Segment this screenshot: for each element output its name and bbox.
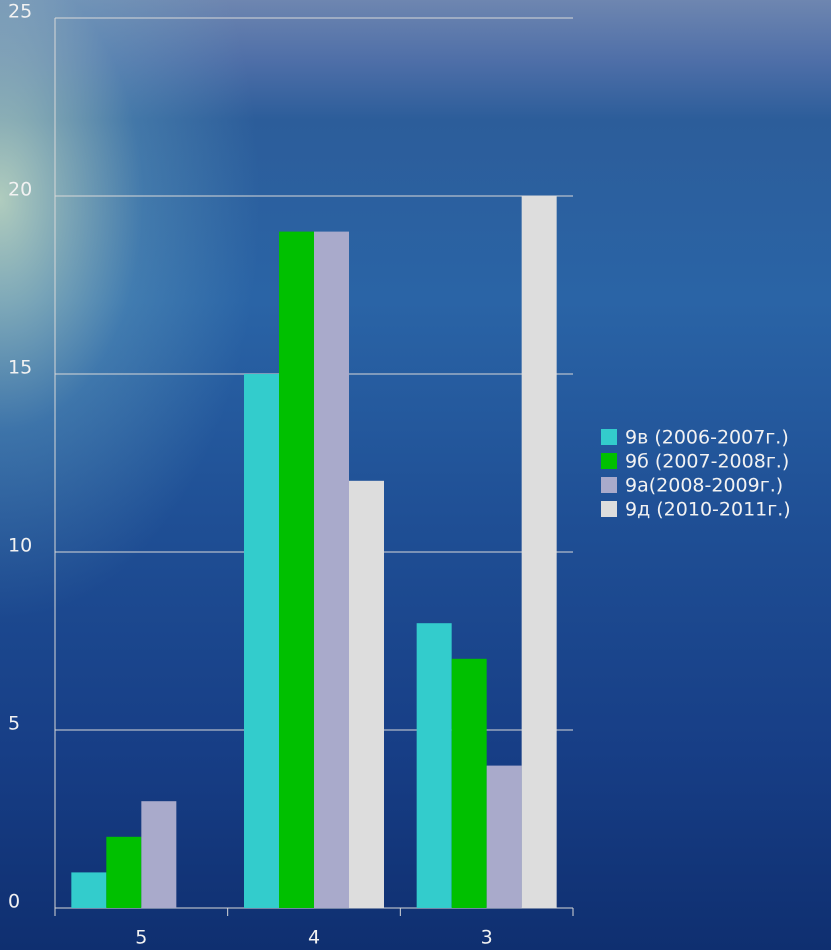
- legend-label: 9в (2006-2007г.): [625, 427, 789, 449]
- bar: [141, 801, 177, 908]
- y-tick-label: 15: [8, 357, 32, 379]
- legend-swatch: [601, 453, 617, 469]
- x-tick-label: 3: [481, 927, 493, 949]
- bar: [71, 872, 107, 908]
- bar: [486, 765, 522, 908]
- x-tick-label: 4: [308, 927, 320, 949]
- legend-swatch: [601, 501, 617, 517]
- bar: [416, 623, 452, 908]
- legend-swatch: [601, 477, 617, 493]
- bar: [244, 374, 279, 908]
- legend-label: 9б (2007-2008г.): [625, 451, 789, 473]
- bar: [349, 480, 384, 908]
- bar: [314, 231, 349, 909]
- y-tick-label: 0: [8, 891, 20, 913]
- y-tick-label: 5: [8, 713, 20, 735]
- legend-label: 9а(2008-2009г.): [625, 475, 783, 497]
- legend-label: 9д (2010-2011г.): [625, 499, 791, 521]
- bar: [451, 658, 487, 908]
- legend-swatch: [601, 429, 617, 445]
- y-tick-label: 20: [8, 179, 32, 201]
- bar: [106, 836, 142, 908]
- y-tick-label: 10: [8, 535, 32, 557]
- bar: [521, 196, 557, 908]
- bar: [279, 231, 314, 909]
- x-tick-label: 5: [135, 927, 147, 949]
- y-tick-label: 25: [8, 1, 32, 23]
